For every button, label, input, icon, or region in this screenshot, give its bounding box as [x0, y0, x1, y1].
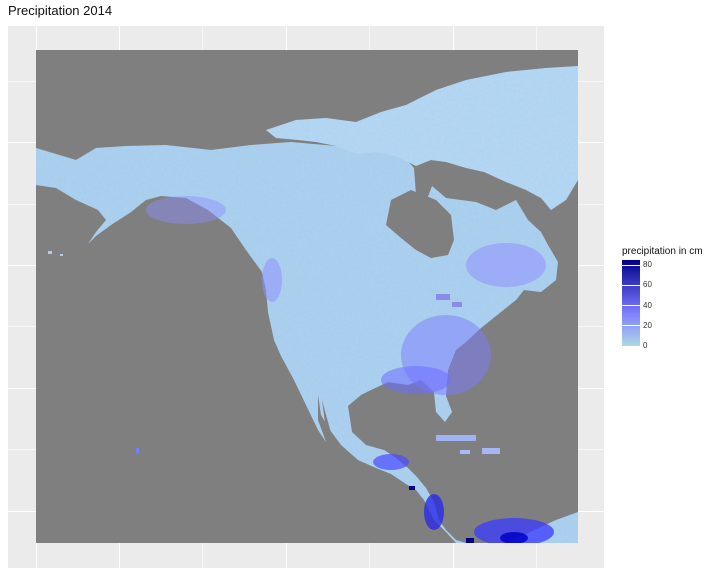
precip-alaska-coast — [146, 196, 226, 224]
chart-title: Precipitation 2014 — [8, 3, 113, 18]
legend-tick-label: 0 — [643, 341, 648, 350]
precip-southeast-us — [381, 366, 451, 394]
legend-tick-mark — [622, 325, 640, 327]
legend-tick-label: 40 — [643, 300, 652, 310]
precip-pacific-northwest — [262, 258, 282, 302]
water-gulf-of-california — [322, 400, 333, 440]
precip-quebec-labrador — [466, 243, 546, 287]
legend-tick-label: 20 — [643, 320, 652, 330]
precip-central-america — [424, 494, 444, 530]
land-hawaii — [136, 448, 139, 454]
legend-color-bar — [622, 260, 640, 346]
legend-tick-mark — [622, 305, 640, 307]
precipitation-raster-map — [36, 50, 578, 543]
precip-guatemala-peak — [409, 486, 415, 490]
water-gulf-of-mexico — [371, 388, 434, 428]
land-arctic-islands — [266, 66, 578, 210]
legend-tick-mark — [622, 284, 640, 286]
water-great-lakes — [436, 294, 450, 300]
precip-mexico-south — [373, 454, 409, 470]
legend-tick-mark — [622, 264, 640, 266]
plot-panel — [8, 26, 604, 568]
legend-tick-mark — [622, 345, 640, 347]
land-hispaniola — [482, 448, 500, 454]
precip-panama-peak — [466, 538, 474, 543]
precip-colombia — [474, 518, 554, 543]
land-cuba — [436, 435, 476, 441]
water-great-lakes — [452, 302, 462, 307]
land-aleutian — [48, 251, 52, 254]
legend-tick-label: 60 — [643, 280, 652, 290]
legend-tick-label: 80 — [643, 260, 652, 270]
land-jamaica — [460, 450, 470, 454]
precip-colombia-peak — [500, 532, 528, 543]
legend-title: precipitation in cm — [622, 246, 703, 257]
water-hudson-bay — [386, 190, 454, 258]
color-legend: precipitation in cm 80 60 40 20 0 — [622, 246, 718, 356]
land-aleutian — [60, 254, 63, 256]
precipitation-intensity — [146, 196, 554, 543]
